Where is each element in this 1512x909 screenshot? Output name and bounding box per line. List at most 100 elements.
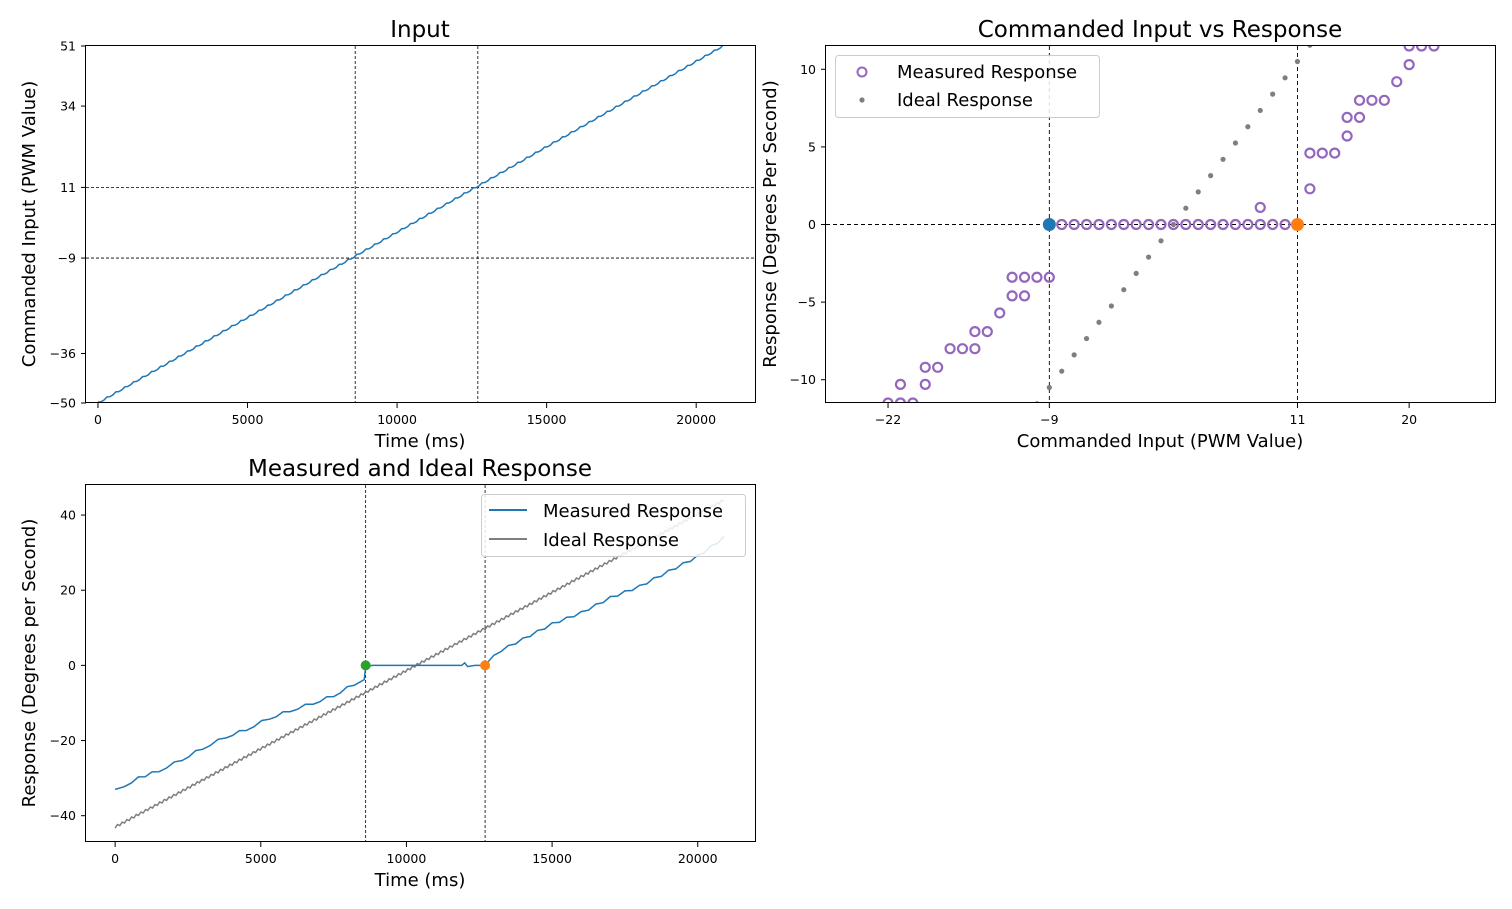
x-tick-label: 5000 xyxy=(232,412,264,427)
y-tick-label: −9 xyxy=(58,251,76,266)
input-chart-y-ticks: −50 −36 −9 11 34 51 xyxy=(50,39,86,411)
ideal-response-point xyxy=(1121,287,1127,293)
measured-response-point xyxy=(1080,218,1093,231)
input-chart-series xyxy=(97,46,724,403)
measured-response-point xyxy=(1018,290,1031,302)
measured-response-point xyxy=(1105,218,1117,231)
y-tick-label: −50 xyxy=(50,396,76,411)
legend-measured-label: Measured Response xyxy=(897,62,1077,83)
x-tick-label: 10000 xyxy=(377,412,417,427)
measured-response-point xyxy=(1205,218,1217,231)
legend-ideal-label: Ideal Response xyxy=(543,530,679,551)
measured-response-point xyxy=(1415,46,1428,52)
measured-response-point xyxy=(1043,271,1055,283)
ideal-response-point xyxy=(1034,401,1040,403)
measured-response-point xyxy=(1254,201,1266,214)
legend-box xyxy=(835,55,1100,118)
input-vs-response-y-ticks: −10 −5 0 5 10 xyxy=(790,62,826,387)
y-tick-label: 11 xyxy=(60,180,76,195)
ideal-response-point xyxy=(1332,10,1337,15)
measured-response-point xyxy=(1192,218,1204,231)
measured-response-point xyxy=(1391,76,1403,88)
measured-response-point xyxy=(1142,218,1155,231)
measured-response-point xyxy=(932,361,944,373)
measured-response-point xyxy=(1229,218,1242,231)
response-over-time-legend: Measured Response Ideal Response xyxy=(481,494,746,557)
measured-response-point xyxy=(1428,46,1440,52)
x-tick-label: 5000 xyxy=(245,851,277,866)
y-tick-label: 51 xyxy=(60,39,76,54)
ideal-response-point xyxy=(1270,91,1276,97)
measured-response-point xyxy=(969,326,981,338)
ideal-response-point xyxy=(1208,173,1214,179)
measured-response-point xyxy=(1329,147,1341,159)
measured-response-point xyxy=(1006,271,1018,283)
response-over-time-y-ticks: −40 −20 0 20 40 xyxy=(50,508,86,823)
measured-response-point xyxy=(1366,94,1378,106)
input-vs-response-title: Commanded Input vs Response xyxy=(978,17,1343,43)
ideal-response-point xyxy=(1083,335,1090,342)
y-tick-label: 0 xyxy=(68,658,76,673)
measured-response-point xyxy=(1353,111,1366,124)
measured-response-point xyxy=(919,378,931,390)
y-tick-label: 0 xyxy=(808,217,816,232)
y-tick-label: −5 xyxy=(798,295,816,310)
measured-response-point xyxy=(1155,218,1167,231)
ideal-response-point xyxy=(1232,140,1239,146)
measured-response-point xyxy=(944,343,956,355)
input-chart-y-label: Commanded Input (PWM Value) xyxy=(19,81,40,367)
measured-response-point xyxy=(882,397,894,403)
legend-ideal-label: Ideal Response xyxy=(897,90,1033,111)
measured-response-point xyxy=(1130,218,1142,231)
response-over-time-reference-lines xyxy=(365,485,486,842)
input-chart: Input 0 5000 10000 15000 20000 −50 −36 −9 11 34 5… xyxy=(19,17,756,452)
measured-response-point xyxy=(1217,218,1229,231)
deadband-edge-point xyxy=(360,660,371,671)
measured-response-point xyxy=(894,378,907,390)
measured-response-point xyxy=(994,307,1006,319)
measured-response-point xyxy=(907,397,919,403)
measured-response-point xyxy=(1006,290,1018,302)
measured-response-point xyxy=(1180,218,1192,231)
input-series-line xyxy=(97,46,724,403)
input-vs-response-x-label: Commanded Input (PWM Value) xyxy=(1017,431,1303,452)
x-tick-label: 11 xyxy=(1290,412,1306,427)
measured-response-point xyxy=(1341,130,1353,142)
measured-response-point xyxy=(1304,147,1316,159)
y-tick-label: −20 xyxy=(50,733,76,748)
x-tick-label: 20000 xyxy=(678,851,718,866)
measured-response-point xyxy=(919,361,931,373)
response-over-time-title: Measured and Ideal Response xyxy=(248,456,592,482)
legend-ideal-marker xyxy=(859,97,865,103)
x-tick-label: −9 xyxy=(1040,412,1058,427)
x-tick-label: 0 xyxy=(111,851,119,866)
y-tick-label: −10 xyxy=(790,372,816,387)
measured-response-point xyxy=(1068,218,1080,231)
response-over-time-frame xyxy=(85,484,756,842)
measured-response-point xyxy=(1254,218,1266,231)
measured-response-point xyxy=(1118,218,1130,231)
measured-response-line xyxy=(114,535,725,791)
legend-measured-marker xyxy=(856,66,868,78)
deadband-edge-point xyxy=(1290,218,1304,231)
x-tick-label: 15000 xyxy=(527,412,567,427)
input-vs-response-y-label: Response (Degrees Per Second) xyxy=(760,80,781,367)
ideal-response-point xyxy=(1195,189,1201,195)
ideal-response-point xyxy=(1022,417,1027,422)
measured-response-point xyxy=(1031,271,1043,283)
x-tick-label: 10000 xyxy=(387,851,427,866)
y-tick-label: −40 xyxy=(50,808,76,823)
ideal-response-point xyxy=(1010,434,1015,439)
x-tick-label: 20 xyxy=(1401,412,1417,427)
measured-response-point xyxy=(1341,111,1353,124)
input-vs-response-series xyxy=(882,10,1440,455)
x-tick-label: 20000 xyxy=(676,412,716,427)
response-over-time-chart: Measured and Ideal Response 0 5000 10000 15… xyxy=(19,456,756,891)
ideal-response-point xyxy=(1220,156,1226,162)
ideal-response-point xyxy=(1170,221,1177,228)
y-tick-label: 10 xyxy=(800,62,816,77)
y-tick-label: −36 xyxy=(50,346,76,361)
measured-response-point xyxy=(1279,218,1291,231)
ideal-response-point xyxy=(997,450,1002,455)
measured-response-point xyxy=(1093,218,1105,231)
